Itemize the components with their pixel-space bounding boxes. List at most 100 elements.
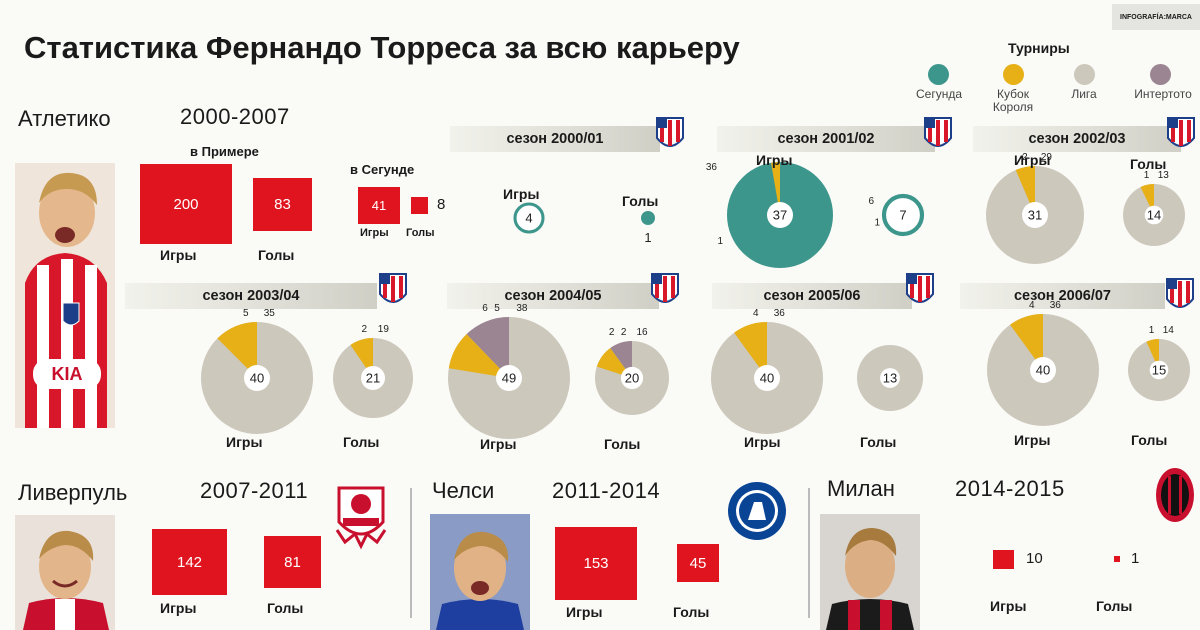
milan-club-name: Милан (827, 476, 895, 501)
pie-center (1144, 205, 1164, 225)
credit-label: INFOGRAFÍA:MARCA (1112, 4, 1200, 30)
pie-games-label: Игры (480, 436, 517, 452)
pie-games-3: 40 35 5 (201, 308, 313, 434)
legend-swatch-copa (1003, 64, 1024, 85)
pie-value-label: 14 (1163, 325, 1175, 336)
milan-goals-label: Голы (1096, 598, 1133, 614)
segunda-goals-square (411, 197, 428, 214)
chelsea-crest-icon (728, 482, 786, 540)
chelsea-goals-square: 45 (677, 544, 719, 582)
legend-label-intertoto: Интертото (1134, 87, 1192, 101)
legend-swatch-segunda (928, 64, 949, 85)
legend-swatch-intertoto (1150, 64, 1171, 85)
milan-goals-square (1114, 556, 1120, 562)
atletico-player-photo: KIA (15, 163, 115, 428)
pie-value-label: 2 (361, 324, 367, 335)
milan-crest-icon (1156, 468, 1194, 522)
pie-center (767, 202, 793, 228)
pie-games-1: 37 36 1 (706, 162, 833, 268)
pie-total-label: 13 (883, 371, 897, 386)
svg-text:KIA: KIA (52, 364, 83, 384)
primera-games-label: Игры (160, 247, 197, 263)
pie-center (1022, 202, 1048, 228)
pie-games-4: 49 38 56 (448, 303, 570, 439)
liverpool-games-square: 142 (152, 529, 227, 595)
legend-title: Турниры (1008, 40, 1070, 56)
pie-games-2: 31 29 2 (986, 152, 1084, 264)
pie-goals-0: 1 (641, 211, 655, 245)
pie-slice-copa (734, 322, 767, 378)
season-header-2003-04: сезон 2003/04 (125, 283, 377, 309)
primera-goals-label: Голы (258, 247, 295, 263)
segunda-games-label: Игры (360, 227, 389, 239)
pie-value-label: 6 (868, 196, 874, 207)
season-header-2005-06: сезон 2005/06 (712, 283, 912, 309)
divider (808, 488, 810, 618)
pie-games-0: 4 (513, 202, 545, 234)
pie-value-label: 36 (774, 308, 786, 319)
pie-goals-label: Голы (1130, 156, 1167, 172)
pie-value-label: 35 (264, 308, 276, 319)
pie-games-label: Игры (744, 434, 781, 450)
pie-goals-label: Голы (1131, 432, 1168, 448)
segunda-label: в Сегунде (350, 162, 415, 177)
pie-games-6: 40 36 4 (987, 300, 1099, 426)
liverpool-years: 2007-2011 (200, 478, 309, 503)
pie-value-label: 2 (621, 327, 627, 338)
liverpool-crest-icon (335, 486, 387, 550)
pie-value-label: 36 (1050, 300, 1062, 311)
pie-games-label: Игры (1014, 152, 1051, 168)
atletico-club-name: Атлетико (18, 106, 111, 131)
pie-slice-copa (448, 334, 509, 378)
pie-slice-copa (771, 162, 780, 215)
chelsea-club-name: Челси (432, 478, 495, 503)
pie-total-label: 40 (1036, 363, 1050, 378)
pie-games-label: Игры (503, 186, 540, 202)
pie-games-5: 40 36 4 (711, 308, 823, 434)
pie-total-label: 40 (760, 371, 774, 386)
legend-label-segunda: Сегунда (915, 87, 963, 101)
pie-goals-label: Голы (604, 436, 641, 452)
pie-value-label: 4 (1029, 300, 1035, 311)
pie-games-label: Игры (756, 152, 793, 168)
segunda-goals-value: 8 (437, 196, 446, 213)
pie-goals-label: Голы (343, 434, 380, 450)
segunda-goals-label: Голы (406, 227, 435, 239)
milan-games-value: 10 (1026, 550, 1043, 567)
pie-value-label: 29 (1041, 152, 1053, 163)
liverpool-games-label: Игры (160, 600, 197, 616)
atletico-crest-icon (379, 273, 407, 303)
liverpool-goals-label: Голы (267, 600, 304, 616)
pie-center (496, 365, 522, 391)
pie-total-label: 20 (625, 371, 639, 386)
pie-center (1030, 357, 1056, 383)
pie-value-label: 4 (753, 308, 759, 319)
pie-value-label: 2 (1022, 152, 1028, 163)
pie-slice-copa (1010, 314, 1043, 370)
pie-value-label: 13 (1158, 170, 1170, 181)
legend-label-copa: Кубок Короля (992, 87, 1034, 114)
pie-total-label: 1 (644, 230, 651, 245)
legend: Сегунда Кубок Короля Лига Интертото (908, 64, 1200, 120)
pie-slice-intertoto (466, 317, 509, 378)
pie-value-label: 16 (636, 327, 648, 338)
pie-total-label: 15 (1152, 363, 1166, 378)
pie-slice-copa (596, 348, 632, 378)
liverpool-club-name: Ливерпуль (18, 480, 128, 505)
atletico-crest-icon (906, 273, 934, 303)
pie-goals-4: 20 16 22 (595, 327, 669, 415)
pie-center (620, 366, 644, 390)
pie-slice-copa (217, 322, 257, 378)
pie-goals-label: Голы (860, 434, 897, 450)
pie-value-label: 1 (1149, 325, 1155, 336)
pie-value-label: 19 (378, 324, 390, 335)
pie-slice-segunda (641, 211, 655, 225)
segunda-games-square: 41 (358, 187, 400, 224)
pie-total-label: 7 (899, 208, 906, 223)
atletico-crest-icon (656, 117, 684, 147)
pie-total-label: 14 (1147, 208, 1161, 223)
pie-value-label: 36 (706, 162, 718, 173)
pie-value-label: 6 (482, 303, 488, 314)
pie-total-label: 21 (366, 371, 380, 386)
